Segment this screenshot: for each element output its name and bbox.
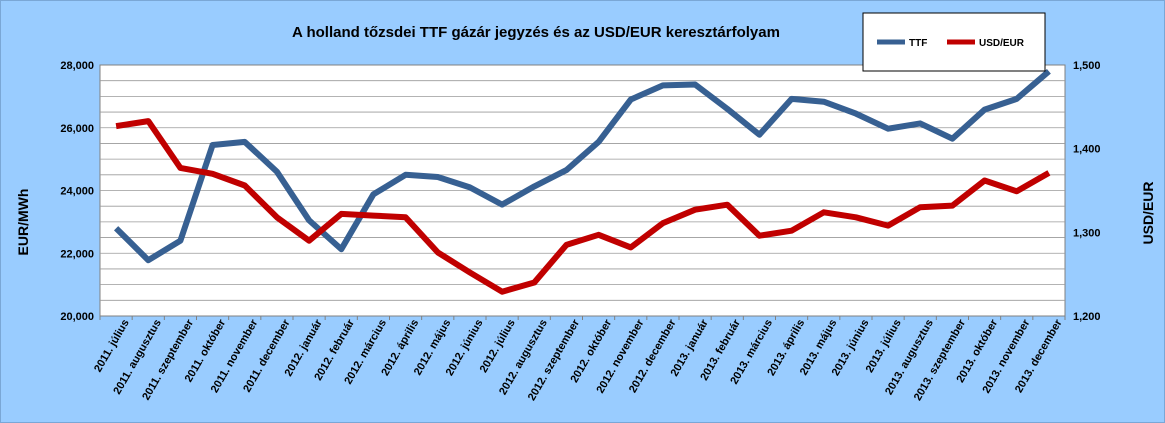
y-tick-label: 24,000 [60, 186, 94, 198]
y-axis-label: EUR/MWh [15, 189, 31, 256]
series-lines [113, 69, 1051, 295]
y2-tick-label: 1,200 [1073, 311, 1101, 323]
y2-tick-label: 1,300 [1073, 227, 1101, 239]
y-tick-label: 20,000 [60, 311, 94, 323]
y-tick-label: 28,000 [60, 60, 94, 72]
series-line-ttf [113, 69, 1051, 264]
legend-label-ttf: TTF [909, 38, 927, 49]
legend-label-usdeur: USD/EUR [979, 38, 1025, 49]
y-tick-label: 26,000 [60, 123, 94, 135]
y-tick-label: 22,000 [60, 248, 94, 260]
y2-axis-label: USD/EUR [1140, 181, 1156, 244]
chart-title: A holland tőzsdei TTF gázár jegyzés és a… [292, 24, 780, 41]
y2-tick-label: 1,400 [1073, 144, 1101, 156]
legend: TTF USD/EUR [862, 12, 1046, 72]
series-line-usdeur [115, 118, 1051, 295]
y2-tick-label: 1,500 [1073, 60, 1101, 72]
